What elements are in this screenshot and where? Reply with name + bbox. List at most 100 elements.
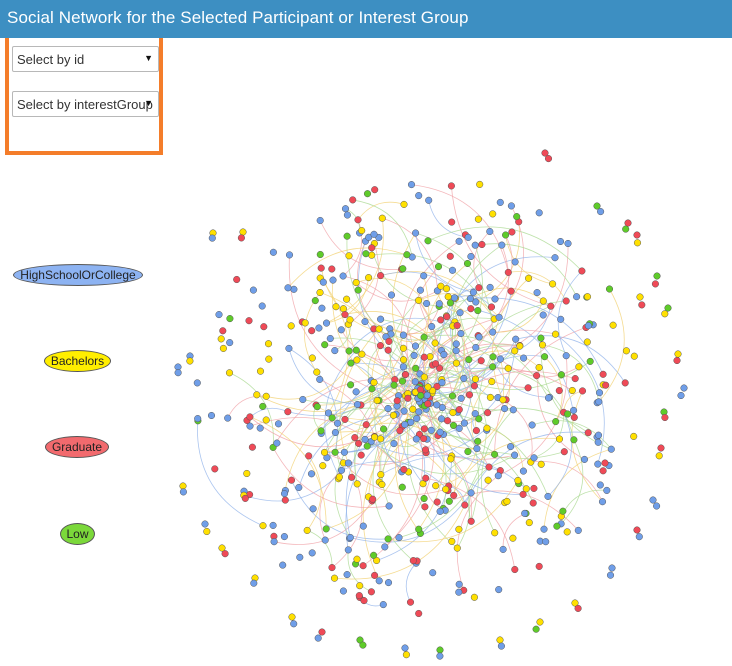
network-node[interactable]	[570, 436, 578, 444]
network-node[interactable]	[262, 416, 270, 424]
network-node[interactable]	[535, 562, 543, 570]
network-node[interactable]	[353, 356, 361, 364]
network-node[interactable]	[345, 252, 353, 260]
network-node[interactable]	[474, 215, 482, 223]
network-node[interactable]	[544, 394, 553, 402]
network-node[interactable]	[598, 498, 607, 506]
network-node[interactable]	[420, 425, 428, 433]
network-node[interactable]	[358, 350, 366, 358]
network-node[interactable]	[436, 652, 444, 660]
network-node[interactable]	[389, 411, 398, 419]
network-node[interactable]	[362, 421, 370, 429]
network-node[interactable]	[599, 467, 607, 475]
network-node[interactable]	[449, 409, 457, 417]
network-node[interactable]	[522, 485, 530, 493]
network-node[interactable]	[513, 213, 521, 221]
network-node[interactable]	[559, 507, 567, 515]
network-node[interactable]	[274, 420, 283, 428]
network-node[interactable]	[528, 421, 536, 429]
network-node[interactable]	[630, 432, 638, 440]
network-node[interactable]	[448, 537, 456, 545]
network-node[interactable]	[496, 636, 504, 644]
network-node[interactable]	[504, 364, 512, 372]
network-node[interactable]	[287, 476, 296, 484]
network-node[interactable]	[584, 429, 592, 437]
network-node[interactable]	[564, 410, 572, 418]
network-node[interactable]	[575, 363, 583, 371]
network-node[interactable]	[473, 445, 481, 453]
network-node[interactable]	[367, 588, 375, 596]
network-node[interactable]	[179, 488, 187, 496]
network-node[interactable]	[396, 427, 404, 435]
network-node[interactable]	[661, 413, 669, 422]
network-node[interactable]	[499, 545, 507, 553]
network-node[interactable]	[243, 469, 251, 478]
network-node[interactable]	[556, 237, 565, 246]
network-node[interactable]	[233, 275, 241, 284]
network-node[interactable]	[328, 265, 336, 273]
network-node[interactable]	[384, 579, 393, 587]
network-node[interactable]	[436, 364, 444, 372]
network-node[interactable]	[661, 310, 669, 318]
network-node[interactable]	[399, 344, 407, 352]
network-node[interactable]	[352, 388, 360, 396]
network-node[interactable]	[406, 598, 415, 606]
network-node[interactable]	[594, 460, 602, 468]
network-node[interactable]	[290, 285, 298, 293]
network-node[interactable]	[219, 344, 227, 352]
network-node[interactable]	[438, 379, 446, 387]
network-node[interactable]	[491, 529, 499, 537]
network-node[interactable]	[448, 218, 456, 226]
network-node[interactable]	[295, 483, 303, 492]
network-node[interactable]	[375, 325, 383, 333]
network-node[interactable]	[540, 525, 548, 533]
network-node[interactable]	[583, 293, 592, 301]
network-node[interactable]	[424, 237, 432, 245]
network-node[interactable]	[605, 285, 614, 293]
network-node[interactable]	[241, 494, 249, 502]
network-node[interactable]	[344, 459, 352, 467]
network-node[interactable]	[349, 196, 357, 204]
network-node[interactable]	[217, 335, 225, 343]
network-node[interactable]	[359, 641, 367, 649]
network-node[interactable]	[568, 386, 576, 395]
network-node[interactable]	[436, 428, 444, 436]
network-node[interactable]	[317, 427, 325, 435]
network-node[interactable]	[224, 414, 232, 422]
network-node[interactable]	[399, 265, 407, 273]
network-node[interactable]	[563, 528, 571, 536]
network-node[interactable]	[284, 408, 292, 416]
network-node[interactable]	[328, 564, 336, 572]
network-node[interactable]	[530, 484, 538, 492]
network-node[interactable]	[541, 149, 549, 157]
network-node[interactable]	[664, 304, 672, 312]
network-node[interactable]	[343, 571, 351, 579]
network-node[interactable]	[284, 284, 292, 292]
network-node[interactable]	[415, 296, 423, 304]
network-node[interactable]	[507, 202, 515, 210]
network-node[interactable]	[421, 446, 430, 454]
network-node[interactable]	[532, 625, 540, 633]
network-node[interactable]	[574, 604, 582, 612]
network-node[interactable]	[680, 384, 688, 392]
network-node[interactable]	[343, 295, 351, 303]
network-node[interactable]	[465, 356, 473, 364]
network-node[interactable]	[573, 293, 581, 301]
network-node[interactable]	[344, 546, 352, 554]
network-node[interactable]	[655, 452, 663, 460]
network-node[interactable]	[635, 533, 643, 541]
network-node[interactable]	[370, 433, 379, 441]
network-node[interactable]	[594, 431, 603, 439]
network-node[interactable]	[390, 381, 398, 389]
network-node[interactable]	[467, 305, 475, 313]
network-node[interactable]	[319, 278, 327, 286]
network-node[interactable]	[448, 266, 457, 274]
network-node[interactable]	[456, 309, 464, 317]
network-node[interactable]	[509, 406, 517, 414]
network-node[interactable]	[432, 360, 440, 368]
network-node[interactable]	[434, 263, 443, 271]
network-node[interactable]	[356, 582, 364, 590]
network-node[interactable]	[552, 418, 560, 426]
network-node[interactable]	[359, 562, 367, 570]
network-node[interactable]	[512, 335, 520, 343]
